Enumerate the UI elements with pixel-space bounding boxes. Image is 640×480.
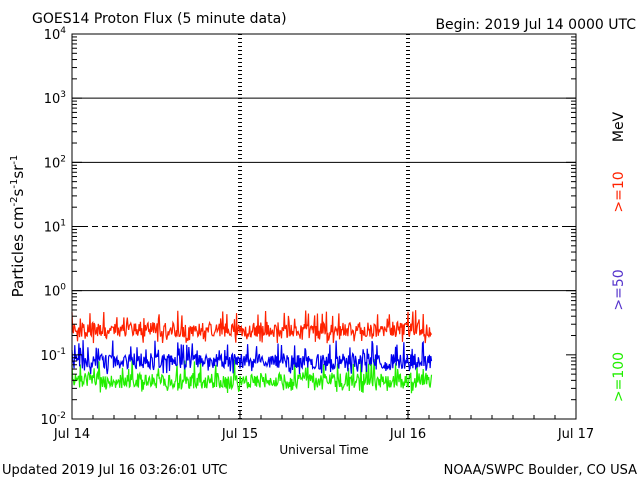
data-series [71, 310, 433, 394]
y-axis-label: Particles cm-2s-1sr-1 [9, 155, 27, 298]
y-tick-label: 10-1 [40, 347, 66, 364]
y-tick-label: 10-2 [40, 411, 66, 428]
series-line-50 [71, 340, 433, 375]
y-tick-label: 104 [44, 26, 67, 43]
chart-title: GOES14 Proton Flux (5 minute data) [32, 11, 287, 27]
series-line-100 [71, 357, 433, 394]
legend-ge50: >=50 [611, 269, 627, 310]
y-tick-label: 101 [44, 219, 66, 236]
y-tick-label: 100 [44, 283, 67, 300]
grid-lines [72, 34, 576, 419]
y-axis-ticks: 10-2 10-1 100 101 102 103 104 [40, 26, 576, 428]
legend-mev-label: MeV [611, 111, 627, 142]
y-tick-label: 102 [44, 154, 66, 171]
credit-text: NOAA/SWPC Boulder, CO USA [444, 463, 637, 478]
updated-timestamp: Updated 2019 Jul 16 03:26:01 UTC [2, 463, 227, 478]
x-tick-label: Jul 14 [53, 427, 90, 442]
x-tick-label: Jul 15 [221, 427, 258, 442]
series-line-10 [71, 310, 433, 344]
x-tick-label: Jul 16 [389, 427, 426, 442]
legend-ge100: >=100 [611, 352, 627, 402]
begin-time: Begin: 2019 Jul 14 0000 UTC [435, 17, 636, 33]
y-tick-label: 103 [44, 90, 66, 107]
legend-ge10: >=10 [611, 171, 627, 212]
x-axis-ticks: Jul 14 Jul 15 Jul 16 Jul 17 [53, 411, 594, 442]
x-tick-label: Jul 17 [557, 427, 594, 442]
x-axis-label: Universal Time [279, 443, 368, 457]
